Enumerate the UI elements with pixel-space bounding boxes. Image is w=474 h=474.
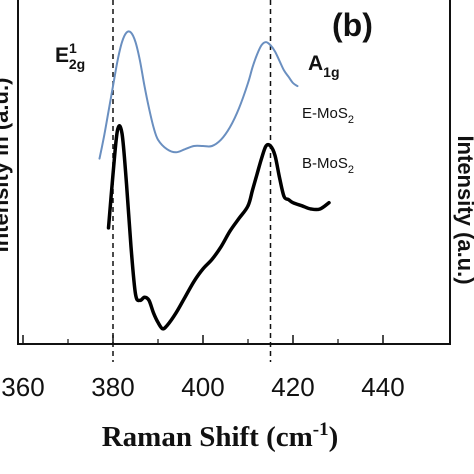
series-label-e-mos2: E-MoS2	[302, 105, 354, 126]
plot-frame	[17, 0, 451, 345]
x-axis-title: Raman Shift (cm-1)	[102, 419, 339, 453]
y-axis-label-right: Intensity (a.u.)	[453, 135, 474, 284]
x-tick-label: 400	[181, 372, 224, 402]
peak-label-a1g-main: A	[308, 52, 323, 75]
series-line-e-mos2	[98, 30, 299, 160]
peak-label-e2g-main: E	[55, 44, 69, 67]
x-tick-label: 360	[1, 372, 44, 402]
x-axis-title-main: Raman Shift (cm	[102, 421, 313, 453]
x-tick-label: 380	[91, 372, 134, 402]
peak-label-e2g-sup: 1	[69, 40, 77, 56]
x-axis-title-close: )	[329, 421, 339, 453]
peak-label-a1g-sub: 1g	[323, 64, 339, 80]
peak-markers	[112, 0, 272, 362]
x-axis-title-sup: -1	[313, 419, 329, 440]
x-tick-label: 440	[361, 372, 404, 402]
panel-label: (b)	[332, 7, 373, 43]
series-label-b-mos2: B-MoS2	[302, 155, 354, 176]
peak-label-e2g-sub: 2g	[69, 56, 85, 72]
series-label-b-sub: 2	[348, 164, 354, 176]
x-tick-label: 420	[271, 372, 314, 402]
series-label-e-main: E-MoS	[302, 105, 348, 122]
peak-label-e2g: E1 2g	[55, 40, 85, 72]
series-label-b-main: B-MoS	[302, 155, 348, 172]
peak-label-a1g: A1g	[308, 52, 340, 80]
series-line-b-mos2	[106, 124, 331, 331]
y-axis-label-left: Intensity in (a.u.)	[0, 78, 13, 253]
x-ticks: 360 380 400 420 440	[1, 335, 405, 402]
series-label-e-sub: 2	[348, 114, 354, 126]
series-layer	[98, 30, 331, 331]
